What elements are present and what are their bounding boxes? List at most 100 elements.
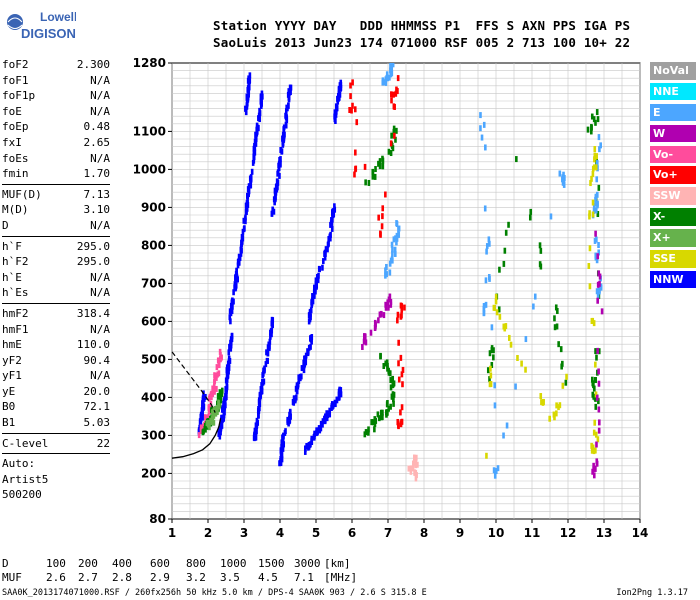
echo-point [514,383,517,390]
version-label: Ion2Png 1.3.17 [616,588,688,598]
echo-point [197,432,201,439]
echo-point [214,410,218,417]
echo-point [503,247,507,254]
echo-trace-point [334,401,337,408]
echo-point [363,163,367,170]
echo-point [392,91,395,98]
echo-point [591,468,594,475]
row-value: 1000 [220,557,247,570]
echo-point [591,211,595,218]
echo-trace-point [279,459,282,466]
echo-point [516,354,519,361]
echo-point [396,311,400,318]
echo-trace-point [278,156,281,163]
echo-point [390,241,394,248]
echo-point [393,246,397,253]
echo-point [206,414,209,421]
echo-trace-point [269,333,272,340]
param-value: N/A [90,369,110,383]
echo-point [561,179,565,186]
echo-point [595,394,599,401]
echo-trace-point [201,400,204,407]
echo-trace-point [262,378,266,385]
echo-trace-point [296,383,300,390]
echo-point [384,79,388,86]
echo-point [593,152,597,159]
echo-point [374,321,377,328]
echo-point [387,367,390,374]
echo-point [482,302,486,309]
echo-point [409,465,413,472]
echo-point [390,132,393,139]
echo-trace-point [217,430,221,437]
echo-trace-point [241,234,244,241]
echo-trace-point [307,344,311,351]
echo-point [367,426,370,433]
param-value: N/A [90,89,110,103]
echo-point [587,263,591,270]
echo-trace-point [227,368,230,375]
echo-point [371,169,375,176]
echo-point [594,164,598,171]
param-row: foEp 0.48 [2,119,110,135]
echo-trace-point [332,211,336,218]
y-tick-label: 300 [141,428,166,442]
echo-point [596,281,600,288]
param-label: foF1 [2,73,29,87]
echo-trace-point [293,397,297,404]
echo-point [382,362,386,369]
echo-point [395,239,398,246]
echo-trace-point [297,377,301,384]
echo-point [385,410,389,417]
echo-trace-point [235,267,238,274]
echo-trace-point [277,162,280,169]
echo-trace-point [249,182,253,189]
param-label: h`E [2,270,22,284]
x-tick-label: 9 [456,526,464,540]
echo-point [220,390,224,397]
echo-point [556,307,559,314]
echo-trace-point [279,455,282,462]
echo-point [389,377,392,384]
param-label: C-level [2,436,49,450]
echo-point [594,447,597,454]
echo-trace-point [255,127,258,134]
echo-point [490,324,494,331]
echo-trace-point [227,364,231,371]
echo-point [597,348,601,355]
echo-trace-point [330,225,334,232]
echo-point [496,465,500,472]
y-tick-label: 400 [141,390,166,404]
echo-point [354,149,357,156]
echo-point [397,225,401,232]
scaled-parameters-panel: foF2 2.300 foF1 N/A foF1p N/A foE N/A foEp 0.48 fx… [2,57,110,503]
echo-trace-point [254,427,257,434]
header-line-2: SaoLuis 2013 Jun23 174 071000 RSF 005 2 … [213,35,631,50]
echo-point [494,298,498,305]
echo-trace-point [317,265,321,272]
echo-trace-point [314,279,318,286]
param-label: B1 [2,416,16,430]
echo-point [396,75,400,82]
echo-trace-point [225,376,229,383]
y-tick-label: 900 [141,200,166,214]
echo-trace-point [339,79,343,86]
echo-point [595,153,598,160]
legend-item-e: E [650,103,696,122]
row-value: 2.6 [46,571,66,584]
x-tick-label: 13 [596,526,613,540]
echo-point [213,379,216,386]
echo-trace-point [280,440,284,447]
echo-trace-point [310,300,314,307]
echo-point [565,373,568,380]
echo-point [493,382,497,389]
param-row: M(D) 3.10 [2,202,110,218]
echo-point [597,380,601,387]
echo-trace-point [198,424,201,431]
param-value: 20.0 [83,384,111,398]
echo-point [392,400,395,407]
echo-trace-point [321,421,324,428]
echo-point [595,257,599,264]
echo-point [555,410,558,417]
echo-point [395,232,399,239]
